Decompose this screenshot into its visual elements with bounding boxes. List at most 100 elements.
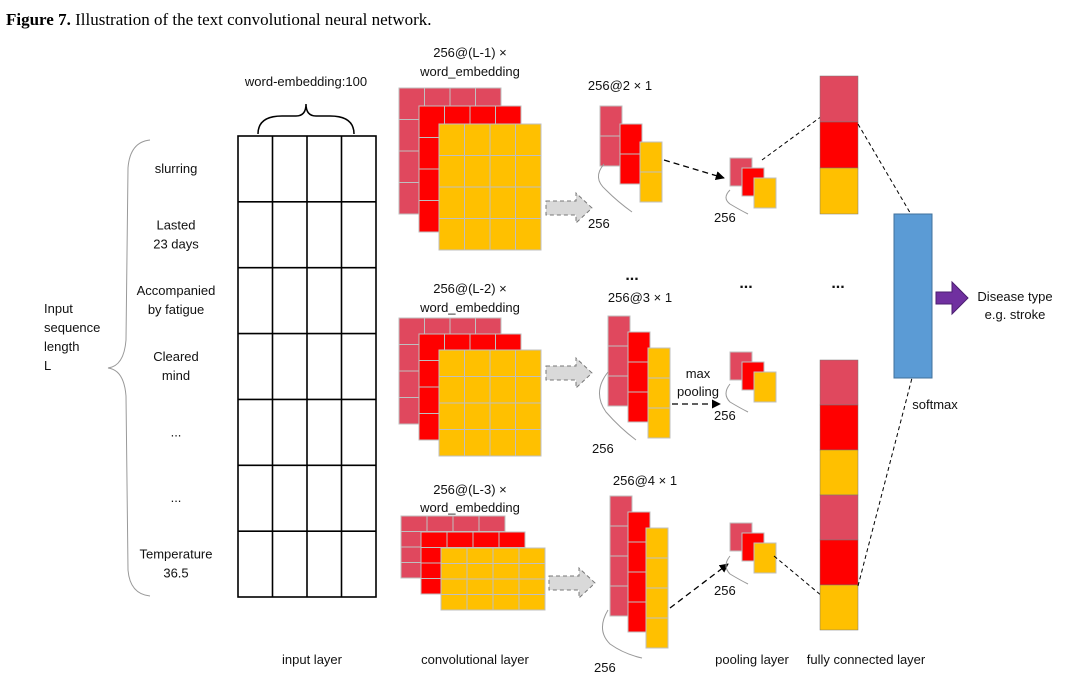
fm-red-cell (627, 361, 651, 393)
conv-orange-cell (515, 429, 542, 457)
conv-label-1-line-2: word_embedding (419, 64, 520, 79)
sequence-label-line-4: L (44, 358, 51, 373)
pool-orange (753, 177, 777, 209)
fm-orange-cell (645, 527, 669, 559)
conv-pink-cell (452, 515, 480, 532)
pool-arrow-3 (669, 563, 729, 609)
output-line-2: e.g. stroke (985, 307, 1046, 322)
feature-map-count-3: 256 (594, 660, 616, 675)
conv-orange-cell (489, 218, 516, 251)
conv-orange-cell (466, 547, 494, 564)
conv-orange-cell (438, 186, 465, 219)
input-word-7-line-2: 36.5 (163, 566, 188, 581)
conv-orange-cell (518, 578, 546, 595)
conv-label-2-line-2: word_embedding (419, 300, 520, 315)
pooled-block-1-brace (725, 189, 749, 215)
pooled-block-2 (729, 351, 777, 403)
conv-orange-cell (492, 563, 520, 580)
input-word-2-line-1: Lasted (156, 217, 195, 232)
pool-orange (753, 542, 777, 574)
conv-orange-cell (489, 402, 516, 430)
sequence-label-line-2: sequence (44, 320, 100, 335)
conv-orange-cell (515, 349, 542, 377)
conv-stack-2 (398, 317, 542, 457)
pool-orange (753, 371, 777, 403)
fm-orange-cell (645, 617, 669, 649)
fc-column-bottom (819, 359, 859, 631)
pool-fc-connector-3 (773, 555, 823, 597)
conv-orange-cell (489, 123, 516, 156)
feature-map-count-2: 256 (592, 441, 614, 456)
fm-orange-cell (639, 171, 663, 203)
conv-orange-cell (489, 186, 516, 219)
feature-map-1 (599, 105, 663, 203)
pooled-block-3 (729, 522, 777, 574)
pooled-count-2: 256 (714, 408, 736, 423)
fm-red-cell (619, 153, 643, 185)
feature-map-3-brace (602, 609, 643, 659)
fc-segment-red (819, 121, 859, 169)
conv-orange-cell (518, 547, 546, 564)
input-word-3-line-1: Accompanied (137, 283, 216, 298)
input-word-7-line-1: Temperature (140, 547, 213, 562)
fc-segment-red (819, 404, 859, 451)
conv-orange-cell (464, 186, 491, 219)
input-word-5-line-1: ... (171, 424, 182, 439)
conv-orange-cell (438, 376, 465, 404)
conv-orange-cell (464, 155, 491, 188)
feature-map-3 (609, 495, 669, 649)
layer-label-pooling: pooling layer (715, 652, 789, 667)
fc-segment-orange (819, 167, 859, 215)
figure-number: Figure 7. (6, 10, 71, 29)
conv-orange-cell (466, 578, 494, 595)
pooled-block-3-brace (725, 555, 749, 585)
conv-orange-cell (464, 123, 491, 156)
conv-red-cell (446, 531, 474, 548)
softmax-bar (893, 213, 933, 379)
pooled-block-1 (729, 157, 777, 209)
sequence-label-line-3: length (44, 339, 79, 354)
conv-red-cell (420, 531, 448, 548)
conv-orange-cell (489, 349, 516, 377)
max-pooling-label-line-2: pooling (677, 384, 719, 399)
feature-map-2 (607, 315, 671, 439)
conv-orange-cell (440, 547, 468, 564)
fc-segment-orange (819, 449, 859, 496)
feature-map-label-3: 256@4 × 1 (613, 473, 677, 488)
conv-red-cell (472, 531, 500, 548)
conv-orange-cell (464, 429, 491, 457)
conv-orange-cell (464, 349, 491, 377)
conv-orange-cell (515, 155, 542, 188)
fm-pink-cell (607, 345, 631, 377)
conv-orange-cell (515, 402, 542, 430)
fm-orange-cell (645, 587, 669, 619)
conv-orange-cell (440, 563, 468, 580)
conv-orange-cell (489, 155, 516, 188)
feature-map-count-1: 256 (588, 216, 610, 231)
conv-arrow-3 (548, 566, 596, 600)
conv-orange-cell (515, 376, 542, 404)
fm-red-cell (627, 331, 651, 363)
figure-title: Illustration of the text convolutional n… (75, 10, 432, 29)
conv-arrow-2 (545, 356, 593, 390)
conv-label-3-line-2: word_embedding (419, 500, 520, 515)
conv-orange-cell (438, 155, 465, 188)
conv-orange-cell (489, 376, 516, 404)
fm-orange-cell (639, 141, 663, 173)
fm-orange-cell (647, 377, 671, 409)
fc-column-top (819, 75, 859, 215)
fc-segment-red (819, 539, 859, 586)
conv-label-1-line-1: 256@(L-1) × (433, 45, 507, 60)
fc-softmax-connector-top (857, 123, 913, 217)
feature-map-ellipsis: ... (625, 267, 638, 284)
input-grid (237, 135, 377, 598)
input-word-6-line-1: ... (171, 490, 182, 505)
conv-orange-cell (492, 547, 520, 564)
feature-map-label-2: 256@3 × 1 (608, 290, 672, 305)
pool-fc-connector-1 (761, 115, 823, 161)
conv-orange-cell (464, 218, 491, 251)
conv-orange-cell (466, 594, 494, 611)
fc-segment-pink (819, 359, 859, 406)
fm-pink-cell (607, 375, 631, 407)
conv-orange-cell (518, 563, 546, 580)
